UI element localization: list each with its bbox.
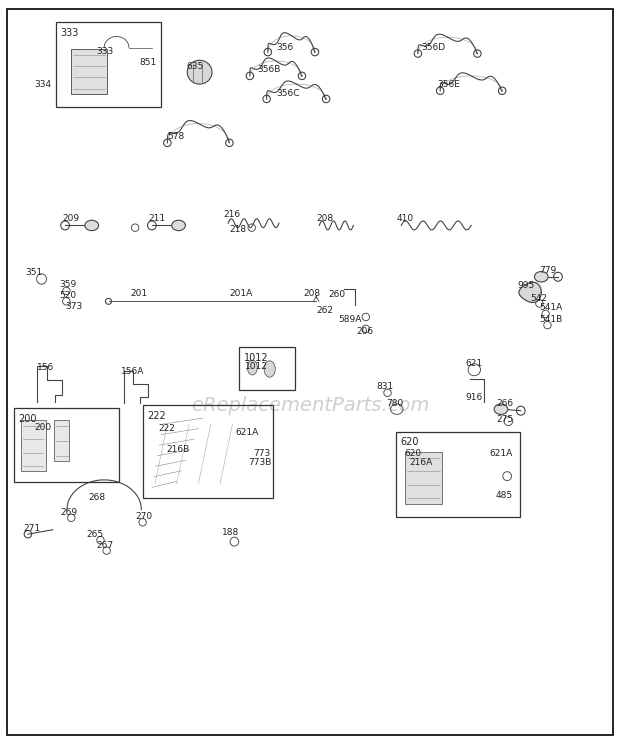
Text: 620: 620 — [401, 437, 419, 447]
Text: 359: 359 — [59, 280, 76, 289]
Text: 620: 620 — [404, 449, 422, 458]
Text: 410: 410 — [397, 214, 414, 223]
Text: 334: 334 — [34, 80, 51, 89]
Text: 356C: 356C — [276, 89, 299, 98]
Ellipse shape — [534, 272, 548, 282]
Text: 209: 209 — [62, 214, 79, 223]
Text: 211: 211 — [149, 214, 166, 223]
Text: 201A: 201A — [229, 289, 253, 298]
Text: 485: 485 — [496, 491, 513, 500]
Text: 356B: 356B — [257, 65, 281, 74]
Text: 222: 222 — [148, 411, 166, 421]
Text: 333: 333 — [96, 47, 113, 56]
Text: 208: 208 — [304, 289, 321, 298]
Text: 200: 200 — [19, 414, 37, 423]
Text: 208: 208 — [316, 214, 334, 223]
Text: 831: 831 — [376, 382, 394, 391]
Text: 541B: 541B — [539, 315, 563, 324]
Bar — [405, 452, 442, 504]
Bar — [14, 408, 119, 482]
Text: 1012: 1012 — [244, 353, 268, 362]
Polygon shape — [519, 282, 541, 303]
Text: 356: 356 — [276, 43, 293, 52]
Bar — [54, 420, 69, 461]
Text: 635: 635 — [186, 62, 203, 71]
Text: 1012: 1012 — [245, 362, 268, 371]
Text: 216A: 216A — [409, 458, 433, 467]
Text: 356D: 356D — [422, 43, 446, 52]
Text: 201: 201 — [130, 289, 148, 298]
Text: 216B: 216B — [166, 445, 190, 454]
Text: 266: 266 — [496, 399, 513, 408]
Text: 156A: 156A — [121, 367, 144, 376]
Bar — [56, 22, 161, 107]
Text: 188: 188 — [222, 528, 239, 537]
Text: 995: 995 — [518, 281, 535, 290]
Text: 222: 222 — [158, 424, 175, 433]
Text: 373: 373 — [65, 302, 82, 311]
Text: 333: 333 — [61, 28, 79, 37]
Text: eReplacementParts.com: eReplacementParts.com — [191, 396, 429, 415]
Text: 780: 780 — [386, 399, 404, 408]
Text: 589A: 589A — [338, 315, 361, 324]
Bar — [239, 347, 294, 390]
Bar — [71, 49, 107, 94]
Text: 269: 269 — [61, 508, 78, 517]
Text: 851: 851 — [140, 58, 157, 67]
Text: 275: 275 — [496, 415, 513, 424]
Text: 773B: 773B — [248, 458, 272, 467]
Text: 351: 351 — [25, 268, 42, 277]
Text: 268: 268 — [88, 493, 105, 502]
Text: 621: 621 — [465, 359, 482, 368]
Text: 916: 916 — [465, 393, 482, 402]
Text: 779: 779 — [539, 266, 557, 275]
Text: 260: 260 — [329, 290, 346, 299]
Ellipse shape — [187, 60, 212, 84]
Text: 156: 156 — [37, 363, 55, 372]
Text: 218: 218 — [229, 225, 247, 234]
Text: 356E: 356E — [437, 80, 460, 89]
Text: 542: 542 — [530, 294, 547, 303]
Ellipse shape — [247, 360, 257, 375]
Text: 541A: 541A — [539, 304, 563, 312]
Ellipse shape — [172, 220, 185, 231]
Bar — [21, 420, 46, 471]
Text: 216: 216 — [223, 211, 241, 219]
Text: 206: 206 — [356, 327, 374, 336]
Ellipse shape — [85, 220, 99, 231]
Text: 773: 773 — [253, 449, 270, 458]
Bar — [143, 405, 273, 498]
Text: 265: 265 — [87, 530, 104, 539]
Text: 578: 578 — [167, 132, 185, 141]
Ellipse shape — [264, 361, 275, 377]
Text: 262: 262 — [316, 306, 333, 315]
Text: 270: 270 — [135, 512, 153, 521]
Text: 271: 271 — [24, 525, 41, 533]
Text: 621A: 621A — [236, 429, 259, 437]
Text: 621A: 621A — [490, 449, 513, 458]
Text: 520: 520 — [59, 291, 76, 300]
Ellipse shape — [494, 404, 508, 414]
Bar — [396, 432, 520, 517]
Text: 200: 200 — [34, 423, 51, 432]
Text: 267: 267 — [96, 541, 113, 550]
